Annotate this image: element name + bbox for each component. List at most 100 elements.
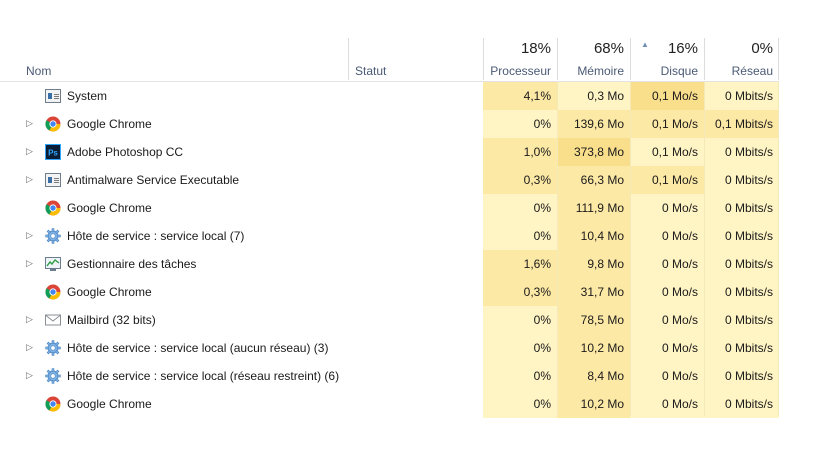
- column-divider[interactable]: [348, 38, 349, 80]
- process-name: Hôte de service : service local (7): [67, 229, 245, 243]
- process-row[interactable]: Google Chrome 0% 111,9 Mo 0 Mo/s 0 Mbits/s: [0, 194, 779, 222]
- disk-cell: 0 Mo/s: [630, 222, 704, 250]
- disk-cell: 0,1 Mo/s: [630, 166, 704, 194]
- cpu-cell: 0%: [483, 110, 557, 138]
- process-name: Antimalware Service Executable: [67, 173, 240, 187]
- process-name: Google Chrome: [67, 397, 152, 411]
- column-divider[interactable]: [778, 38, 779, 80]
- cpu-total-percent: 18%: [520, 40, 551, 57]
- column-header-cpu-label: Processeur: [490, 64, 551, 78]
- column-header-disk[interactable]: 16% Disque: [630, 38, 704, 82]
- expand-chevron-icon[interactable]: ▷: [26, 146, 33, 156]
- process-row[interactable]: Google Chrome 0% 10,2 Mo 0 Mo/s 0 Mbits/s: [0, 390, 779, 418]
- expand-chevron-icon[interactable]: ▷: [26, 230, 33, 240]
- system-icon: [45, 173, 61, 187]
- disk-cell: 0 Mo/s: [630, 390, 704, 418]
- expand-chevron-icon[interactable]: ▷: [26, 258, 33, 268]
- process-row[interactable]: Google Chrome 0,3% 31,7 Mo 0 Mo/s 0 Mbits/s: [0, 278, 779, 306]
- disk-cell: 0 Mo/s: [630, 362, 704, 390]
- network-cell: 0 Mbits/s: [704, 222, 779, 250]
- expand-chevron-icon[interactable]: ▷: [26, 174, 33, 184]
- column-divider[interactable]: [483, 38, 484, 80]
- chrome-icon: [45, 116, 61, 132]
- column-grid-line: [557, 82, 558, 416]
- column-grid-line: [630, 82, 631, 416]
- gear-icon: [45, 340, 61, 356]
- column-divider[interactable]: [557, 38, 558, 80]
- column-grid-line: [778, 82, 779, 416]
- memory-cell: 10,4 Mo: [557, 222, 630, 250]
- process-row[interactable]: ▷ Gestionnaire des tâches 1,6% 9,8 Mo 0 Mo/s…: [0, 250, 779, 278]
- column-header-memory[interactable]: 68% Mémoire: [557, 38, 630, 82]
- memory-cell: 111,9 Mo: [557, 194, 630, 222]
- process-name: Mailbird (32 bits): [67, 313, 156, 327]
- process-row[interactable]: ▷ Ps Adobe Photoshop CC 1,0% 373,8 Mo 0,1 Mo/…: [0, 138, 779, 166]
- expand-chevron-icon[interactable]: ▷: [26, 314, 33, 324]
- network-cell: 0,1 Mbits/s: [704, 110, 779, 138]
- cpu-cell: 0%: [483, 306, 557, 334]
- disk-cell: 0 Mo/s: [630, 250, 704, 278]
- task-manager-icon: [45, 256, 61, 272]
- cpu-cell: 0%: [483, 194, 557, 222]
- column-header-status-label: Statut: [355, 64, 387, 78]
- cpu-cell: 4,1%: [483, 82, 557, 110]
- disk-cell: 0,1 Mo/s: [630, 138, 704, 166]
- column-header-disk-label: Disque: [660, 64, 698, 78]
- column-header-network[interactable]: 0% Réseau: [704, 38, 779, 82]
- expand-chevron-icon[interactable]: ▷: [26, 370, 33, 380]
- memory-cell: 0,3 Mo: [557, 82, 630, 110]
- column-divider[interactable]: [704, 38, 705, 80]
- column-header-cpu[interactable]: 18% Processeur: [483, 38, 557, 82]
- memory-total-percent: 68%: [593, 40, 624, 57]
- system-icon: [45, 89, 61, 103]
- svg-text:Ps: Ps: [48, 149, 58, 158]
- column-header-memory-label: Mémoire: [577, 64, 624, 78]
- memory-cell: 8,4 Mo: [557, 362, 630, 390]
- cpu-cell: 0%: [483, 222, 557, 250]
- process-row[interactable]: ▷ Antimalware Service Executable 0,3% 66,3 …: [0, 166, 779, 194]
- cpu-cell: 1,0%: [483, 138, 557, 166]
- cpu-cell: 0%: [483, 390, 557, 418]
- chrome-icon: [45, 396, 61, 412]
- chrome-icon: [45, 200, 61, 216]
- cpu-cell: 0,3%: [483, 278, 557, 306]
- network-cell: 0 Mbits/s: [704, 306, 779, 334]
- disk-cell: 0 Mo/s: [630, 306, 704, 334]
- process-name: Google Chrome: [67, 201, 152, 215]
- network-cell: 0 Mbits/s: [704, 250, 779, 278]
- disk-cell: 0 Mo/s: [630, 194, 704, 222]
- network-cell: 0 Mbits/s: [704, 362, 779, 390]
- process-row[interactable]: ▷ Hôte de service : service local (réseau…: [0, 362, 779, 390]
- cpu-cell: 0%: [483, 334, 557, 362]
- memory-cell: 66,3 Mo: [557, 166, 630, 194]
- memory-cell: 10,2 Mo: [557, 390, 630, 418]
- process-row[interactable]: System 4,1% 0,3 Mo 0,1 Mo/s 0 Mbits/s: [0, 82, 779, 110]
- network-total-percent: 0%: [751, 40, 773, 57]
- expand-chevron-icon[interactable]: ▷: [26, 342, 33, 352]
- column-divider[interactable]: [630, 38, 631, 80]
- column-header-name[interactable]: Nom: [0, 38, 348, 82]
- memory-cell: 139,6 Mo: [557, 110, 630, 138]
- disk-cell: 0 Mo/s: [630, 334, 704, 362]
- column-header-status[interactable]: Statut: [349, 38, 483, 82]
- network-cell: 0 Mbits/s: [704, 166, 779, 194]
- expand-chevron-icon[interactable]: ▷: [26, 118, 33, 128]
- cpu-cell: 1,6%: [483, 250, 557, 278]
- process-row[interactable]: ▷ Hôte de service : service local (aucun …: [0, 334, 779, 362]
- process-name: Google Chrome: [67, 117, 152, 131]
- process-row[interactable]: ▷ Mailbird (32 bits) 0% 78,5 Mo 0 Mo/s 0 Mbit…: [0, 306, 779, 334]
- memory-cell: 373,8 Mo: [557, 138, 630, 166]
- gear-icon: [45, 228, 61, 244]
- photoshop-icon: Ps: [45, 144, 61, 160]
- memory-cell: 31,7 Mo: [557, 278, 630, 306]
- process-row[interactable]: ▷ Hôte de service : service local (7) 0% 10…: [0, 222, 779, 250]
- process-name: Hôte de service : service local (aucun r…: [67, 341, 329, 355]
- process-name: Gestionnaire des tâches: [67, 257, 197, 271]
- gear-icon: [45, 368, 61, 384]
- memory-cell: 10,2 Mo: [557, 334, 630, 362]
- network-cell: 0 Mbits/s: [704, 390, 779, 418]
- process-row[interactable]: ▷ Google Chrome 0% 139,6 Mo 0,1 Mo/s 0,1 Mbit…: [0, 110, 779, 138]
- memory-cell: 9,8 Mo: [557, 250, 630, 278]
- network-cell: 0 Mbits/s: [704, 334, 779, 362]
